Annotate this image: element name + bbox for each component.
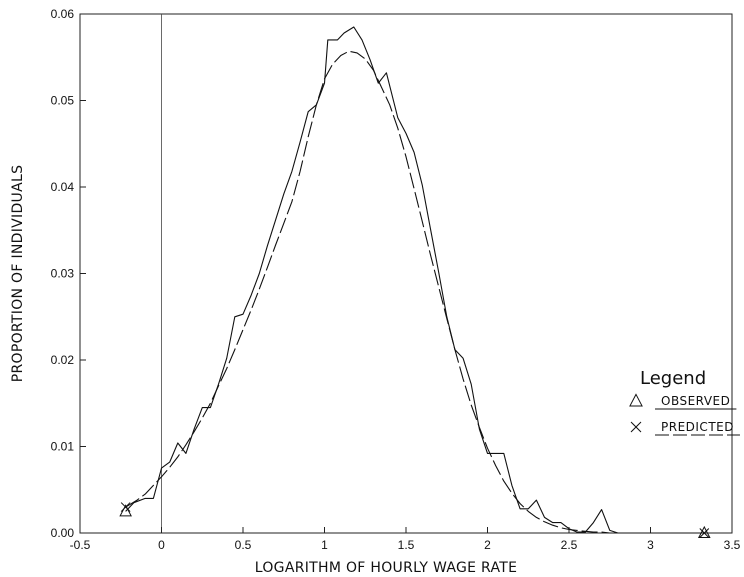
y-tick-label: 0.01 (51, 440, 75, 454)
x-tick-label: -0.5 (70, 538, 91, 552)
x-axis-ticks: -0.5 0 0.5 1 1.5 2 2.5 3 3.5 (70, 527, 741, 552)
endpoint-markers (119, 502, 711, 538)
x-tick-label: 3.5 (724, 538, 741, 552)
y-axis-ticks: 0.00 0.01 0.02 0.03 0.04 0.05 0.06 (51, 7, 86, 540)
x-tick-label: 2.5 (561, 538, 578, 552)
x-tick-label: 0 (158, 538, 165, 552)
predicted-point-marker (120, 502, 131, 512)
y-tick-label: 0.02 (51, 353, 75, 367)
observed-point-marker (697, 525, 711, 538)
y-tick-label: 0.06 (51, 7, 75, 21)
legend-cross-icon (630, 421, 642, 433)
x-tick-label: 3 (647, 538, 654, 552)
y-axis-title: PROPORTION OF INDIVIDUALS (10, 165, 26, 383)
x-axis-title: LOGARITHM OF HOURLY WAGE RATE (255, 560, 518, 576)
legend-triangle-icon (629, 393, 643, 407)
x-tick-label: 1 (321, 538, 328, 552)
y-tick-label: 0.00 (51, 526, 75, 540)
x-tick-label: 0.5 (235, 538, 252, 552)
plot-border (79, 13, 733, 534)
series-layer (125, 26, 705, 534)
x-tick-label: 2 (484, 538, 491, 552)
legend-title: Legend (640, 368, 706, 389)
legend: Legend OBSERVED PREDICTED (629, 368, 740, 436)
y-tick-label: 0.03 (51, 267, 75, 281)
legend-label: OBSERVED (661, 394, 730, 408)
y-tick-label: 0.05 (51, 94, 75, 108)
x-tick-label: 1.5 (398, 538, 415, 552)
plot-frame (79, 13, 733, 534)
series-line-observed (125, 26, 705, 534)
series-line-predicted (125, 50, 705, 534)
y-tick-label: 0.04 (51, 180, 75, 194)
legend-label: PREDICTED (661, 420, 734, 434)
predicted-point-marker (699, 528, 710, 538)
observed-point-marker (119, 504, 132, 517)
